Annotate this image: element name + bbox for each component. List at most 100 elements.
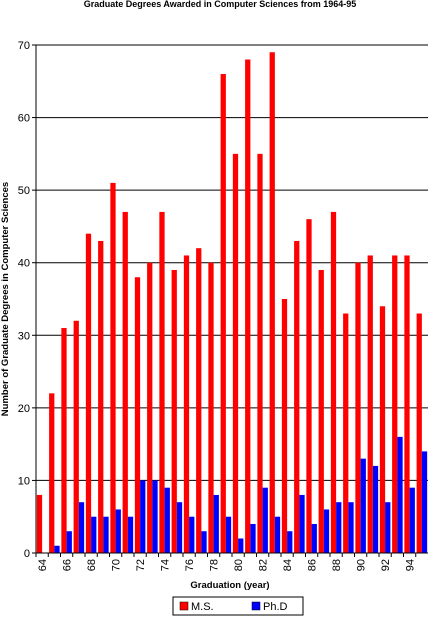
bar-ms: [183, 255, 190, 553]
bar-ms: [171, 269, 177, 553]
bar-phd: [421, 451, 428, 553]
bar-phd: [348, 502, 354, 553]
bar-phd: [238, 538, 244, 553]
bar-ms: [61, 328, 67, 553]
bar-phd: [201, 531, 207, 553]
bar-phd: [385, 502, 391, 553]
bar-ms: [367, 255, 373, 553]
bar-ms: [220, 74, 226, 554]
x-tick-label: 86: [307, 559, 319, 571]
bar-ms: [232, 153, 239, 553]
bar-phd: [250, 523, 256, 553]
y-tick-label: 50: [18, 185, 30, 197]
x-tick-label: 80: [233, 559, 245, 571]
bar-phd: [140, 480, 146, 553]
legend-swatch-ms: [179, 601, 189, 611]
bar-ms: [147, 262, 153, 553]
bar-ms: [159, 211, 165, 553]
bar-ms: [208, 262, 214, 553]
bar-phd: [127, 516, 134, 553]
bar-ms: [294, 240, 300, 553]
bar-phd: [262, 487, 268, 553]
bar-ms: [196, 248, 202, 553]
bar-phd: [78, 502, 85, 553]
bar-ms: [330, 211, 337, 553]
bar-phd: [225, 516, 232, 553]
x-tick-label: 64: [37, 559, 49, 571]
legend-label-phd: Ph.D: [263, 601, 288, 613]
x-tick-label: 66: [62, 559, 74, 571]
chart-title: Graduate Degrees Awarded in Computer Sci…: [84, 0, 357, 9]
bar-ms: [269, 52, 275, 553]
bar-phd: [176, 502, 183, 553]
bar-phd: [336, 502, 342, 553]
bar-ms: [306, 219, 312, 553]
legend-swatch-phd: [251, 601, 261, 611]
bar-phd: [54, 545, 60, 553]
x-tick-label: 90: [356, 559, 368, 571]
bar-ms: [73, 320, 79, 553]
bar-phd: [311, 523, 317, 553]
legend: M.S. Ph.D: [172, 596, 304, 616]
bar-phd: [409, 487, 415, 553]
bar-phd: [360, 458, 366, 553]
bar-ms: [404, 255, 410, 553]
y-tick-labels: 0 10 20 30 40 50 60 70: [18, 40, 30, 560]
bar-ms: [355, 262, 361, 553]
y-tick-label: 20: [18, 403, 30, 415]
x-tick-label: 82: [258, 559, 270, 571]
y-tick-label: 10: [18, 475, 30, 487]
x-tick-labels: 64 66 68 70 72 74 76 78 80 82 84 86 88 90 92 94: [35, 553, 417, 571]
bar-ms: [36, 494, 43, 553]
y-axis-label: Number of Graduate Degrees in Computer S…: [0, 182, 11, 416]
x-tick-label: 76: [184, 559, 196, 571]
bar-phd: [323, 509, 330, 553]
bar-phd: [213, 494, 219, 553]
bar-ms: [122, 211, 128, 553]
bar-ms: [85, 233, 92, 553]
bar-phd: [66, 531, 72, 553]
bar-ms: [281, 299, 288, 553]
bar-phd: [152, 480, 158, 553]
bar-phd: [103, 516, 109, 553]
x-tick-label: 84: [282, 559, 294, 571]
y-tick-label: 40: [18, 258, 30, 270]
bar-phd: [299, 494, 305, 553]
x-tick-label: 70: [111, 559, 123, 571]
bar-phd: [287, 531, 293, 553]
bar-phd: [189, 516, 195, 553]
bar-phd: [115, 509, 121, 553]
bar-phd: [91, 516, 97, 553]
bar-ms: [98, 240, 104, 553]
bar-ms: [245, 59, 251, 554]
bar-ms: [257, 153, 263, 553]
y-tick-label: 60: [18, 113, 30, 125]
x-tick-label: 94: [405, 559, 417, 571]
y-tick-label: 0: [24, 548, 30, 560]
bar-ms: [392, 255, 398, 553]
x-tick-label: 72: [135, 559, 147, 571]
bar-ms: [49, 393, 55, 553]
bar-ms: [318, 269, 324, 553]
bar-ms: [134, 277, 141, 553]
x-tick-label: 88: [331, 559, 343, 571]
bar-ms: [416, 313, 422, 553]
bar-phd: [274, 516, 281, 553]
bar-phd: [164, 487, 170, 553]
x-tick-label: 68: [86, 559, 98, 571]
legend-box: [172, 596, 304, 616]
bar-ms: [343, 313, 349, 553]
x-tick-label: 78: [209, 559, 221, 571]
bars: [36, 52, 428, 554]
bar-phd: [372, 465, 379, 553]
x-tick-label: 74: [160, 559, 172, 571]
bar-phd: [397, 436, 403, 553]
y-tick-label: 70: [18, 40, 30, 52]
bar-ms: [110, 182, 116, 553]
x-axis-label: Graduation (year): [190, 580, 269, 591]
bar-ms: [379, 306, 386, 553]
y-tick-label: 30: [18, 330, 30, 342]
x-tick-label: 92: [380, 559, 392, 571]
legend-label-ms: M.S.: [191, 601, 214, 613]
